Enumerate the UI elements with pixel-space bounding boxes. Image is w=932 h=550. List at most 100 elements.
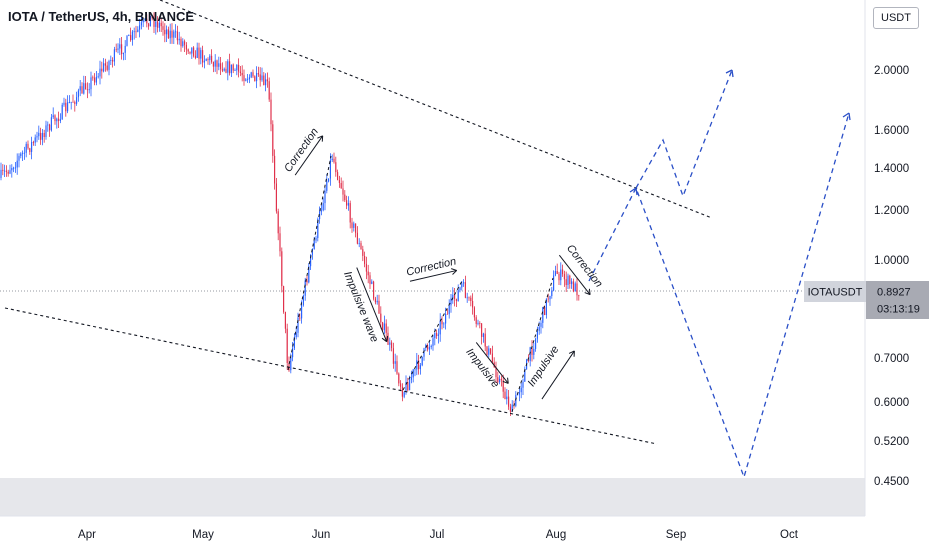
candle-body	[508, 396, 510, 407]
candle-body	[77, 90, 79, 98]
time-axis-tick: Sep	[666, 529, 686, 541]
candle-body	[346, 200, 348, 206]
candle-body	[464, 282, 466, 298]
candle-body	[23, 152, 25, 154]
candle-body	[68, 102, 70, 103]
price-axis[interactable]: 22.00001.60001.40001.20001.00000.70000.6…	[874, 12, 909, 488]
candle-body	[576, 283, 578, 296]
candle-body	[139, 25, 141, 30]
price-axis-tick: 1.0000	[874, 255, 909, 267]
candle-body	[430, 345, 432, 348]
candle-body	[578, 295, 580, 297]
candle-body	[337, 172, 339, 181]
candle-body	[335, 162, 337, 173]
candle-body	[329, 160, 331, 179]
candle-body	[5, 170, 7, 172]
candle-body	[396, 361, 398, 374]
candle-body	[333, 158, 335, 163]
candle-body	[214, 60, 216, 67]
candle-body	[295, 332, 297, 338]
candle-body	[401, 386, 403, 397]
time-axis[interactable]: Apr May Jun Jul Aug Sep Oct	[78, 529, 799, 541]
candle-body	[347, 203, 349, 206]
candle-body	[9, 170, 11, 174]
candle-body	[97, 76, 99, 78]
candle-body	[63, 102, 65, 105]
candle-body	[115, 49, 117, 51]
candle-body	[547, 298, 549, 300]
candle-body	[200, 50, 202, 59]
candle-body	[4, 170, 6, 172]
candle-body	[256, 73, 258, 82]
annotation-arrow	[409, 269, 457, 282]
candle-body	[257, 73, 259, 75]
candle-body	[403, 392, 405, 397]
candle-body	[250, 72, 252, 78]
candle-body	[468, 297, 470, 299]
price-tag-symbol-bg	[804, 281, 866, 302]
candle-body	[565, 279, 567, 285]
candle-body	[171, 30, 173, 38]
candle-body	[202, 50, 204, 63]
candle-body	[137, 29, 139, 32]
candle-body	[178, 38, 180, 41]
candle-body	[452, 294, 454, 299]
candle-body	[383, 323, 385, 331]
candle-body	[574, 283, 576, 292]
price-tag-countdown: 03:13:19	[877, 304, 920, 316]
candle-body	[49, 124, 51, 131]
candle-body	[38, 132, 40, 137]
candle-body	[410, 377, 412, 380]
symbol-title[interactable]: IOTA / TetherUS, 4h, BINANCE	[8, 9, 195, 24]
candle-body	[308, 266, 310, 283]
candlestick-series	[0, 12, 580, 416]
candle-body	[441, 320, 443, 325]
candle-body	[553, 275, 555, 291]
candle-body	[320, 210, 322, 212]
wave-line-2	[402, 280, 463, 391]
time-axis-tick: Jun	[312, 529, 331, 541]
candle-body	[540, 322, 542, 327]
candle-body	[47, 124, 49, 126]
candle-body	[104, 63, 106, 66]
candle-body	[248, 77, 250, 80]
candle-body	[571, 281, 573, 285]
candle-body	[572, 281, 574, 292]
candle-body	[194, 55, 196, 58]
candle-body	[418, 360, 420, 370]
candle-body	[245, 79, 247, 81]
candle-body	[29, 148, 31, 152]
candle-body	[473, 307, 475, 318]
candle-body	[16, 160, 18, 168]
candle-body	[205, 59, 207, 61]
candle-body	[538, 326, 540, 331]
candle-body	[382, 322, 384, 331]
candle-body	[488, 348, 490, 355]
candle-body	[522, 381, 524, 388]
annotation-arrow	[475, 342, 509, 384]
currency-button[interactable]: USDT	[873, 7, 919, 29]
candle-body	[272, 124, 274, 156]
candle-body	[292, 348, 294, 358]
candle-body	[175, 31, 177, 33]
candle-body	[158, 22, 160, 28]
candle-body	[259, 74, 261, 81]
candle-body	[536, 330, 538, 339]
candle-body	[524, 369, 526, 382]
candle-body	[369, 275, 371, 284]
candle-body	[428, 347, 430, 350]
candle-body	[409, 379, 411, 391]
candle-body	[59, 119, 61, 121]
arrow-head	[568, 350, 575, 357]
price-tag-price-bg	[866, 281, 929, 319]
candle-body	[378, 300, 380, 314]
candle-body	[353, 223, 355, 228]
candle-body	[389, 342, 391, 345]
candle-body	[207, 59, 209, 61]
candle-body	[380, 313, 382, 323]
candle-body	[407, 382, 409, 391]
candle-body	[349, 203, 351, 223]
candle-body	[326, 181, 328, 191]
candle-body	[7, 171, 9, 174]
